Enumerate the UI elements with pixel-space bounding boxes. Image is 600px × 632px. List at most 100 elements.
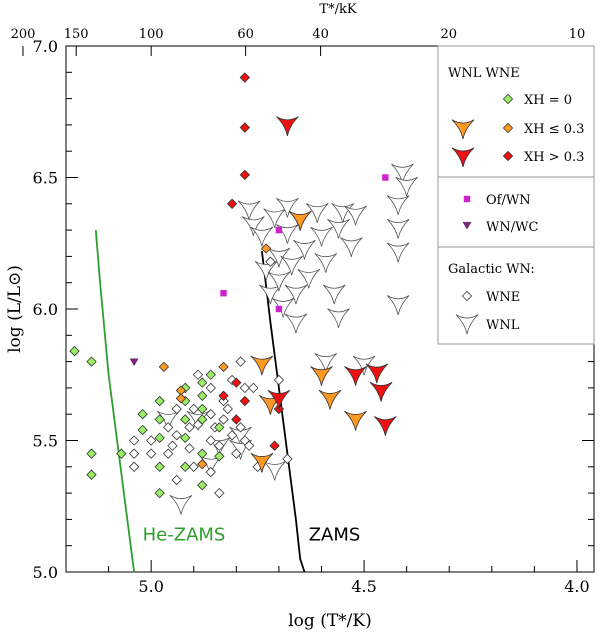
galactic-wnl-point [310, 226, 333, 247]
wnl-xh03le-point [250, 355, 274, 376]
galactic-wnl-point [242, 216, 265, 236]
y-tick-label: 5.5 [33, 432, 58, 451]
wnl-xh03gt-point [369, 381, 393, 402]
wnl-xh03le-point [250, 452, 274, 473]
galactic-wne-point [145, 435, 157, 446]
wne-xh0-point [154, 414, 165, 425]
wne-xh0-point [86, 448, 97, 459]
galactic-wne-point [184, 422, 195, 433]
legend-marker-galactic-wne [461, 290, 473, 302]
legend-marker-wne-xh03le [502, 122, 514, 134]
galactic-wnl-point [386, 218, 410, 239]
legend-marker-galactic-wnl [455, 314, 479, 335]
galactic-wnl-point [344, 205, 367, 226]
wne-xh0-point [86, 469, 97, 480]
galactic-wnl-point [284, 284, 308, 305]
wne-xh0-point [197, 403, 208, 415]
galactic-wnl-point [156, 410, 180, 431]
ofwn-point [275, 305, 283, 313]
top-tick-label: 100 [139, 27, 164, 42]
galactic-wne-point [128, 448, 140, 459]
legend-label-xh03le: XH ≤ 0.3 [524, 122, 584, 137]
data-points [69, 72, 418, 515]
legend-label-xh0: XH = 0 [524, 93, 572, 108]
wnl-xh03le-point [310, 366, 333, 386]
wne-xh0-point [86, 356, 97, 367]
wne-xh03le-point [175, 393, 187, 404]
galactic-wne-point [218, 395, 229, 407]
galactic-wne-point [282, 453, 293, 465]
galactic-wnl-point [322, 284, 346, 305]
legend-label-wnl: WNL [486, 318, 520, 333]
galactic-wne-point [248, 382, 259, 394]
top-tick-label: 60 [237, 27, 254, 42]
top-tick-label: 10 [569, 27, 586, 42]
galactic-wne-point [265, 256, 276, 267]
galactic-wnl-point [305, 203, 329, 223]
galactic-wne-point [218, 414, 229, 425]
galactic-wnl-point [237, 200, 261, 221]
ofwn-point [382, 174, 389, 181]
galactic-wne-point [239, 382, 251, 394]
legend-label-wnwc: WN/WC [486, 220, 538, 235]
wne-xh03gt-point [239, 395, 251, 407]
ofwn-point [220, 290, 227, 297]
x-tick-label: 4.0 [564, 577, 589, 596]
galactic-wne-point [163, 422, 174, 433]
legend-label-wne: WNE [486, 290, 520, 305]
galactic-wne-point [171, 430, 182, 441]
wne-xh0-point [205, 369, 216, 380]
galactic-wne-point [192, 369, 204, 380]
legend-marker-wnl-xh03le [451, 119, 475, 140]
galactic-wnl-point [386, 295, 410, 315]
wne-xh0-point [197, 414, 208, 425]
galactic-wnl-point [340, 237, 363, 257]
galactic-wne-point [205, 382, 216, 394]
wne-xh0-point [154, 395, 165, 407]
y-tick-label: 6.5 [33, 169, 58, 188]
x-tick-label: 4.5 [351, 577, 376, 596]
wnl-xh03gt-point [276, 116, 299, 136]
galactic-wnl-point [314, 353, 338, 373]
galactic-wne-point [231, 448, 242, 459]
galactic-wnl-point [395, 176, 418, 197]
wne-xh0-point [197, 448, 208, 459]
legend-galactic-title: Galactic WN: [448, 262, 535, 277]
galactic-wnl-point [327, 308, 350, 328]
wne-xh03le-point [158, 361, 170, 373]
galactic-wnl-point [199, 455, 223, 476]
y-tick-label: 5.0 [33, 563, 58, 582]
galactic-wne-point [226, 430, 238, 441]
wne-xh0-point [180, 461, 191, 472]
legend: WNL WNE XH = 0 XH ≤ 0.3 XH > 0.3 Of/WN WN/WC G… [437, 45, 595, 345]
galactic-wnl-point [327, 218, 350, 239]
wne-xh0-point [197, 377, 208, 388]
galactic-wnl-point [276, 197, 299, 218]
zams-label: ZAMS [309, 524, 361, 545]
galactic-wnl-point [250, 226, 274, 247]
y-tick-label: 6.0 [33, 300, 58, 319]
wne-xh03le-point [197, 459, 208, 470]
wne-xh0-point [180, 414, 191, 425]
y-axis-title: log (L/L⊙) [5, 265, 25, 353]
wne-xh0-point [197, 390, 208, 401]
galactic-wnl-point [169, 495, 193, 515]
wnl-xh03gt-point [365, 363, 389, 384]
legend-label-ofwn: Of/WN [486, 193, 531, 208]
wnl-xh03le-point [288, 210, 312, 231]
galactic-wnl-point [280, 255, 303, 276]
wne-xh03gt-point [226, 198, 238, 209]
y-tick-label: 7.0 [33, 37, 58, 56]
wne-xh0-point [214, 422, 225, 433]
galactic-wne-point [235, 356, 246, 367]
galactic-wnl-point [263, 208, 286, 229]
he-zams-curve [94, 230, 135, 573]
galactic-wne-point [184, 443, 195, 454]
galactic-wnl-point [293, 239, 316, 260]
galactic-wne-point [235, 422, 246, 433]
wne-xh03gt-point [231, 377, 242, 388]
galactic-wnl-point [284, 313, 308, 334]
x-tick-label: 5.0 [138, 577, 163, 596]
galactic-wne-point [171, 403, 182, 415]
wne-xh03gt-point [239, 169, 251, 181]
